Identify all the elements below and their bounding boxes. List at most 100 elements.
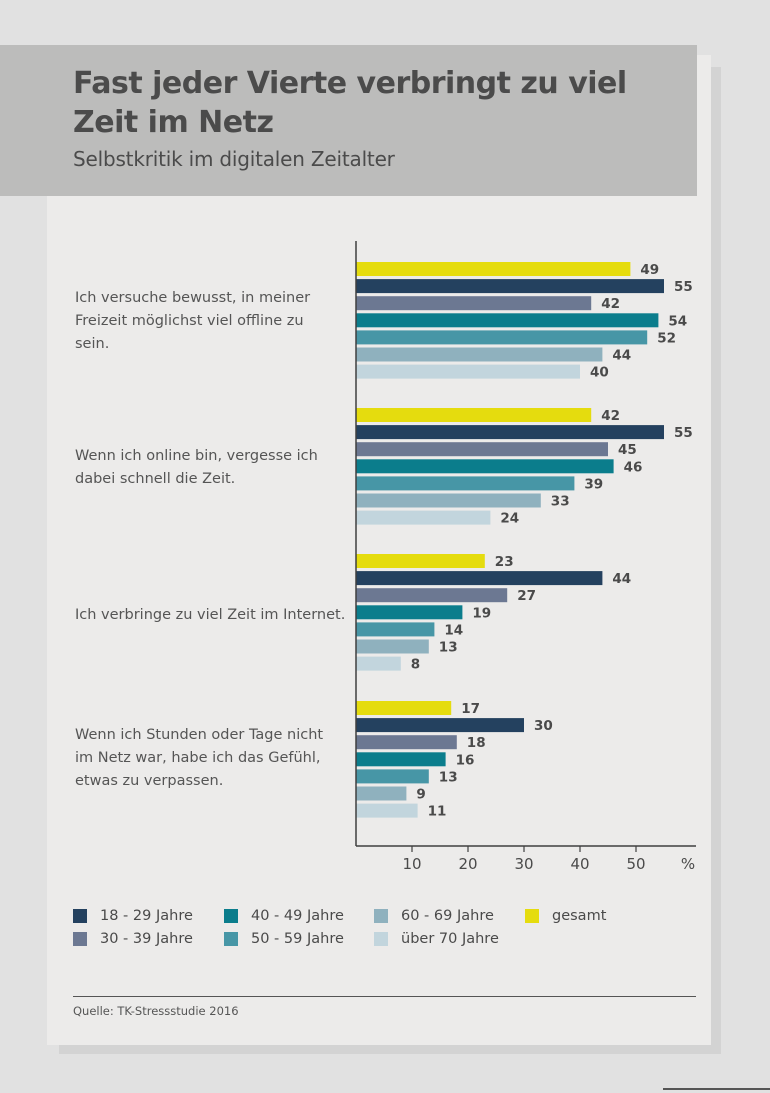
bar [356, 330, 648, 345]
bar-value-label: 46 [624, 459, 643, 475]
footer-divider [73, 996, 696, 997]
bar-value-label: 33 [551, 494, 570, 510]
bar-value-label: 40 [590, 365, 609, 381]
bar-value-label: 11 [428, 804, 447, 820]
legend-item: gesamt [525, 908, 606, 924]
bar [356, 786, 407, 801]
bar [356, 425, 664, 440]
bar-value-label: 30 [534, 718, 553, 734]
bar-value-label: 42 [601, 408, 620, 424]
legend-swatch [374, 909, 388, 923]
bar [356, 605, 463, 620]
bar-value-label: 23 [495, 554, 514, 570]
legend-label: gesamt [552, 908, 607, 924]
bar-value-label: 39 [584, 476, 603, 492]
question-label-1: Ich versuche bewusst, in meiner Freizeit… [75, 287, 345, 356]
bar [356, 718, 524, 733]
legend-item: über 70 Jahre [374, 931, 499, 947]
bar [356, 476, 575, 491]
bar-value-label: 8 [411, 657, 420, 673]
question-label-3: Ich verbringe zu viel Zeit im Internet. [75, 604, 355, 627]
legend-item: 18 - 29 Jahre [73, 908, 193, 924]
bar [356, 769, 429, 784]
bar [356, 296, 592, 311]
bar-value-label: 18 [467, 735, 486, 751]
question-line: Ich verbringe zu viel Zeit im Internet. [75, 607, 346, 623]
chart-subtitle: Selbstkritik im digitalen Zeitalter [73, 147, 395, 171]
bar-value-label: 13 [439, 769, 458, 785]
bar-value-label: 19 [472, 605, 491, 621]
legend-swatch [224, 932, 238, 946]
bar-value-label: 24 [500, 511, 519, 527]
legend: 18 - 29 Jahre 30 - 39 Jahre 40 - 49 Jahr… [73, 906, 673, 954]
x-unit-label: % [681, 855, 695, 873]
bar [356, 588, 508, 603]
bar [356, 279, 664, 294]
x-tick-label: 30 [514, 855, 533, 873]
question-line: Wenn ich Stunden oder Tage nicht [75, 727, 324, 743]
bar-value-label: 14 [444, 622, 463, 638]
question-line: sein. [75, 336, 110, 352]
legend-label: 60 - 69 Jahre [401, 908, 494, 924]
x-tick-label: 20 [458, 855, 477, 873]
question-line: Wenn ich online bin, vergesse ich [75, 448, 318, 464]
bar-value-label: 44 [612, 348, 631, 364]
bar [356, 571, 603, 586]
bar [356, 622, 435, 637]
legend-label: 18 - 29 Jahre [100, 908, 193, 924]
question-label-4: Wenn ich Stunden oder Tage nicht im Netz… [75, 724, 345, 793]
question-line: im Netz war, habe ich das Gefühl, [75, 750, 321, 766]
bar-value-label: 54 [668, 313, 687, 329]
bar-value-label: 17 [461, 701, 480, 717]
bar-value-label: 55 [674, 425, 693, 441]
x-tick-label: 50 [626, 855, 645, 873]
infographic-card [47, 55, 711, 1045]
legend-item: 60 - 69 Jahre [374, 908, 494, 924]
legend-swatch [374, 932, 388, 946]
header-band [0, 45, 697, 196]
bar-value-label: 45 [618, 442, 637, 458]
legend-label: 30 - 39 Jahre [100, 931, 193, 947]
bar [356, 493, 541, 508]
bar [356, 442, 608, 457]
question-line: Ich versuche bewusst, in meiner [75, 290, 311, 306]
legend-swatch [73, 932, 87, 946]
x-tick-label: 10 [402, 855, 421, 873]
bar-value-label: 13 [439, 640, 458, 656]
question-line: Freizeit möglichst viel offline zu [75, 313, 304, 329]
question-line: dabei schnell die Zeit. [75, 471, 236, 487]
x-tick-label: 40 [570, 855, 589, 873]
bar [356, 752, 446, 767]
legend-item: 50 - 59 Jahre [224, 931, 344, 947]
bar [356, 313, 659, 328]
bar [356, 639, 429, 654]
bar [356, 347, 603, 362]
bar [356, 735, 457, 750]
legend-label: über 70 Jahre [401, 931, 499, 947]
bar [356, 803, 418, 818]
legend-label: 50 - 59 Jahre [251, 931, 344, 947]
bar-value-label: 55 [674, 279, 693, 295]
bar [356, 364, 580, 379]
bar [356, 656, 401, 671]
bar-value-label: 9 [416, 787, 425, 803]
legend-item: 40 - 49 Jahre [224, 908, 344, 924]
bar-value-label: 49 [640, 262, 659, 278]
corner-divider [663, 1088, 770, 1090]
question-line: etwas zu verpassen. [75, 773, 224, 789]
bar [356, 408, 592, 422]
legend-label: 40 - 49 Jahre [251, 908, 344, 924]
question-label-2: Wenn ich online bin, vergesse ich dabei … [75, 445, 345, 491]
legend-swatch [73, 909, 87, 923]
bar [356, 701, 452, 715]
chart-title: Fast jeder Vierte verbringt zu viel Zeit… [73, 66, 627, 140]
bar-value-label: 16 [456, 752, 475, 768]
bar [356, 554, 485, 568]
legend-item: 30 - 39 Jahre [73, 931, 193, 947]
source-note: Quelle: TK-Stressstudie 2016 [73, 1004, 239, 1018]
bar [356, 459, 614, 474]
bar-value-label: 42 [601, 296, 620, 312]
legend-swatch [224, 909, 238, 923]
bar [356, 262, 631, 276]
